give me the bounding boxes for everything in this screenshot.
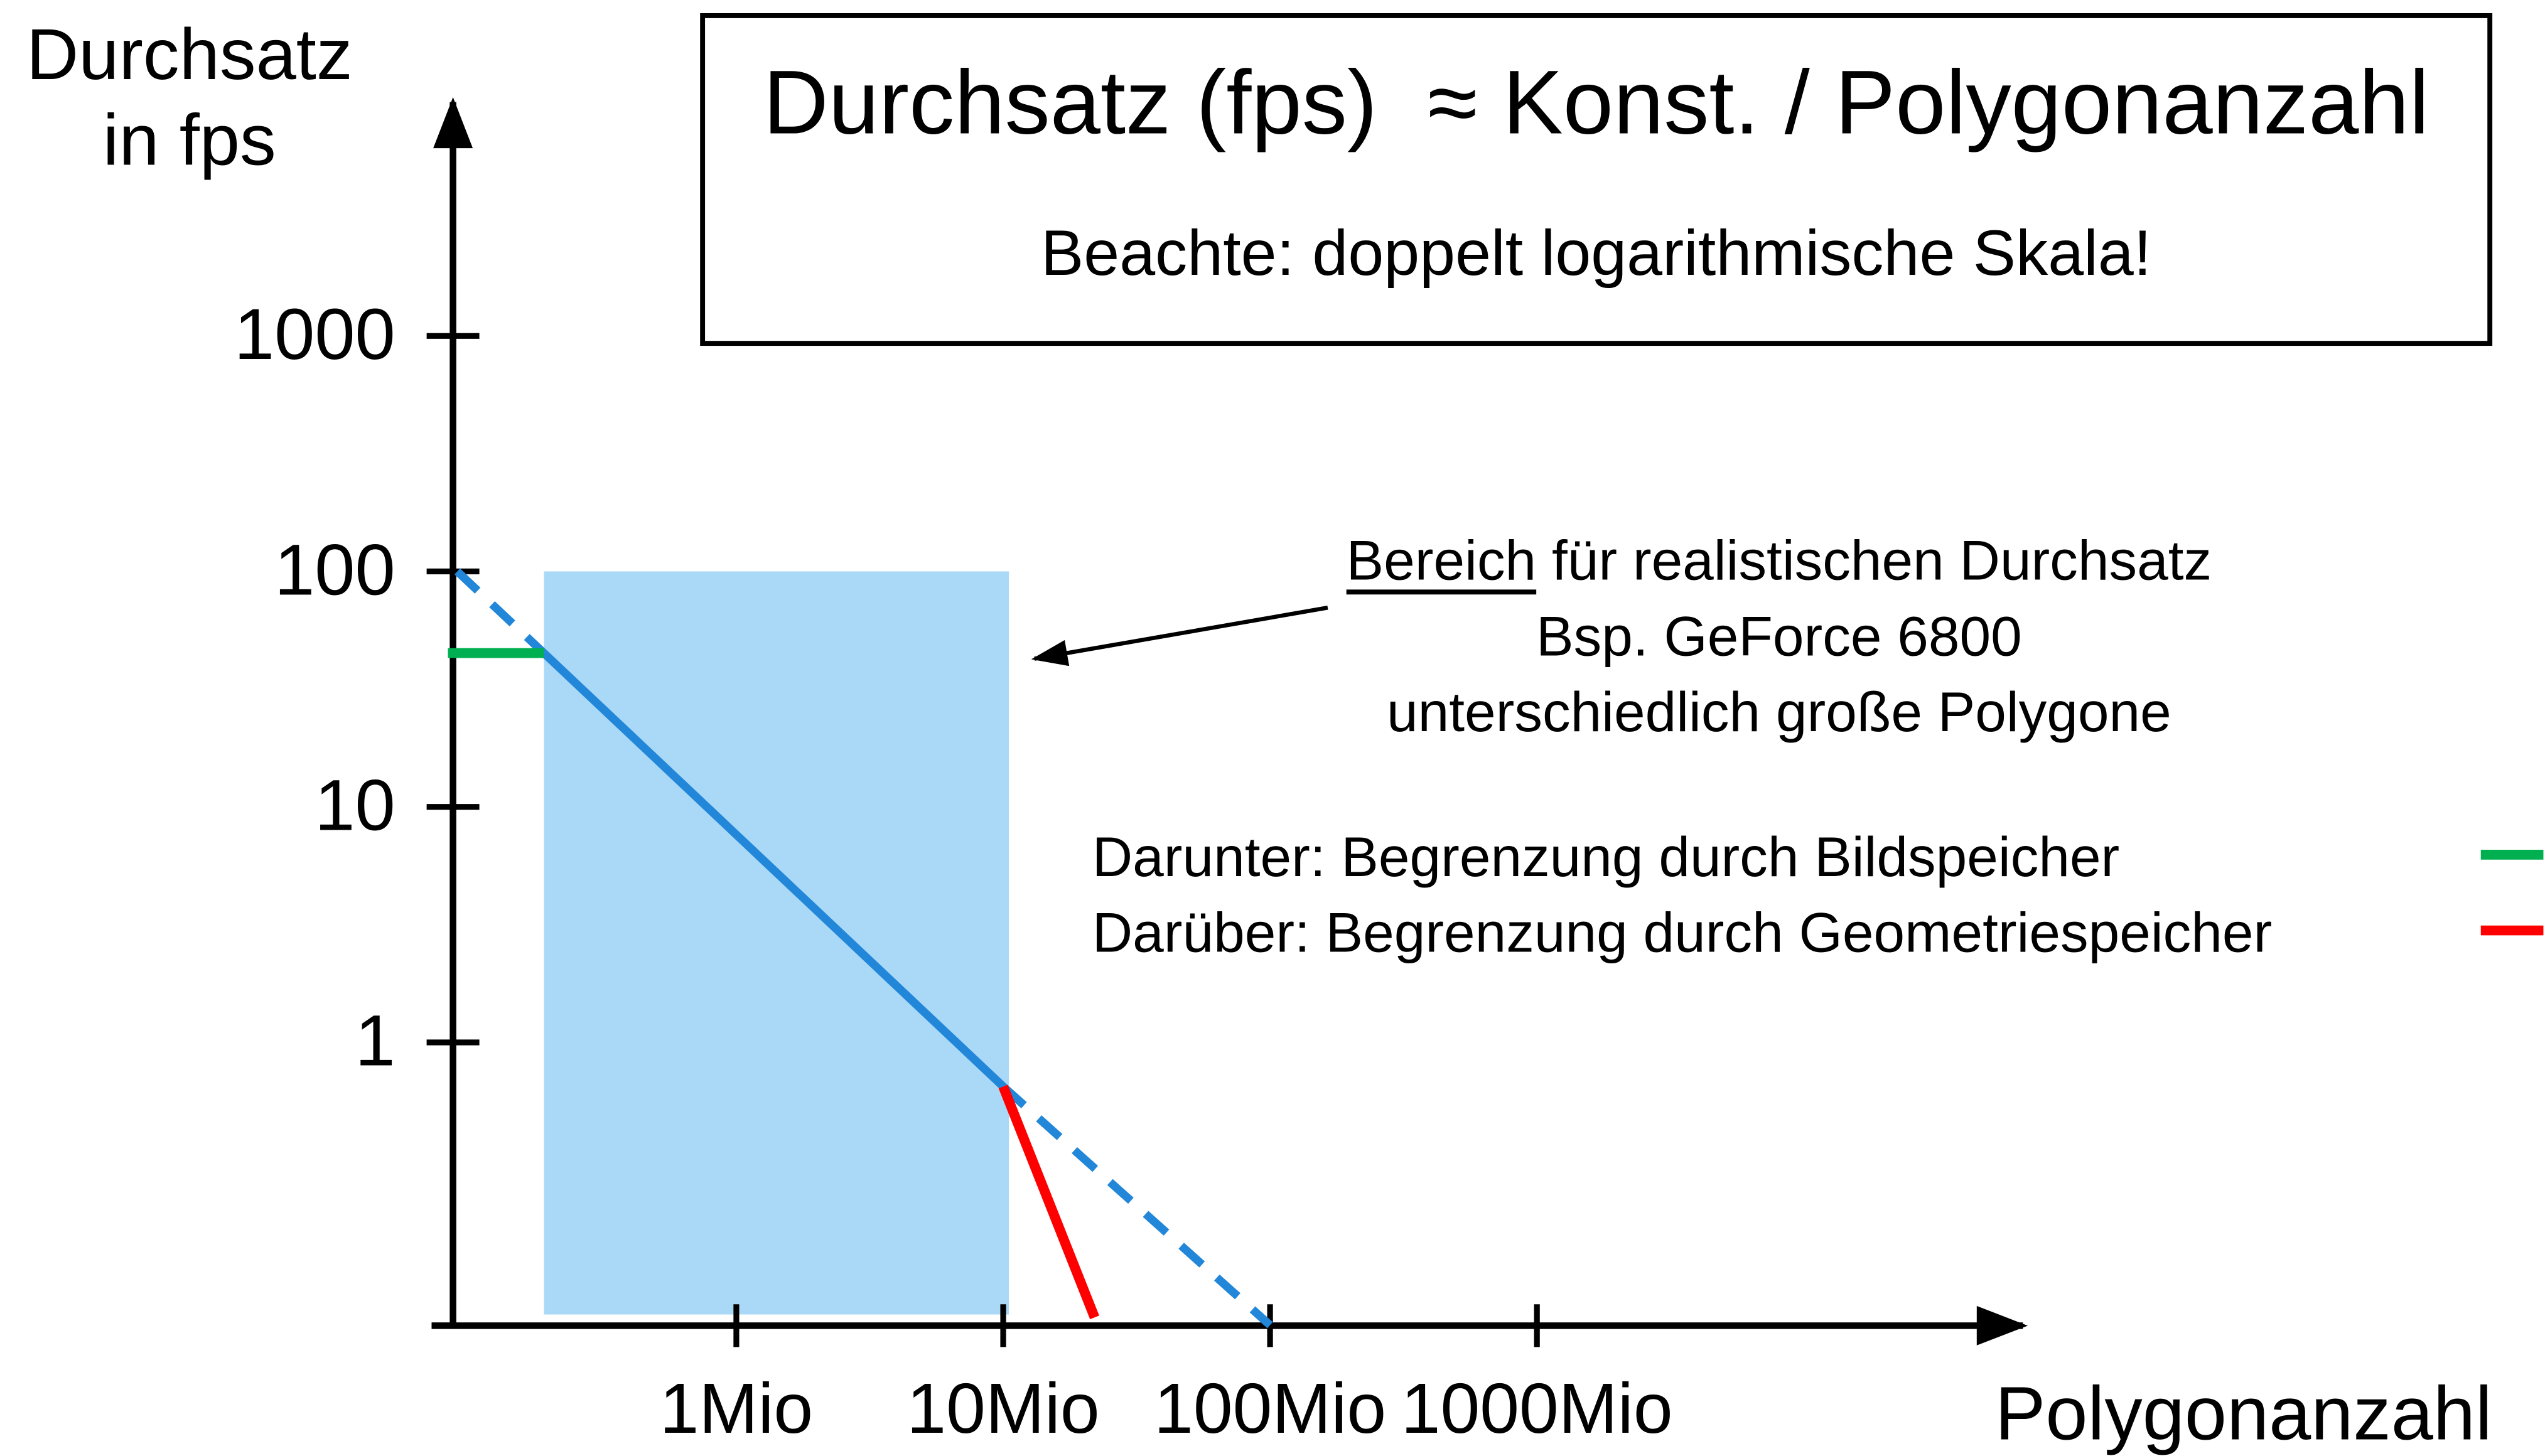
y-tick-label: 10 <box>315 766 395 847</box>
geometriespeicher-limit <box>998 1084 1099 1320</box>
formula-box: Durchsatz (fps) ≈ Konst. / Polygonanzahl… <box>700 13 2493 346</box>
legend-item-bildspeicher: Darunter: Begrenzung durch Bildspeicher <box>1092 827 2120 889</box>
legend-item-geometriespeicher: Darüber: Begrenzung durch Geometriespeic… <box>1092 902 2273 965</box>
region-annotation-line2: Bsp. GeForce 6800 <box>1536 606 2022 669</box>
region-annotation: Bereich für realistischen Durchsatz Bsp.… <box>1301 523 2257 751</box>
region-annotation-line1: Bereich für realistischen Durchsatz <box>1301 523 2257 599</box>
throughput-measured <box>541 650 1006 1090</box>
region-annotation-line3: unterschiedlich große Polygone <box>1386 682 2171 745</box>
formula-text: Durchsatz (fps) ≈ Konst. / Polygonanzahl <box>763 51 2429 154</box>
x-tick-label: 100Mio <box>1154 1370 1387 1450</box>
x-tick-label: 10Mio <box>907 1370 1100 1450</box>
y-axis-title-line1: Durchsatz <box>26 14 353 96</box>
region-annotation-keyword: Bereich <box>1346 530 1537 593</box>
scale-note: Beachte: doppelt logarithmische Skala! <box>1041 218 2152 290</box>
y-tick-label: 1000 <box>234 294 395 376</box>
y-axis-title-line2: in fps <box>102 100 276 181</box>
x-axis-title: Polygonanzahl <box>1994 1370 2492 1456</box>
x-tick-label: 1Mio <box>659 1370 814 1450</box>
y-tick-label: 100 <box>274 530 395 611</box>
region-annotation-line1-rest: für realistischen Durchsatz <box>1536 530 2212 593</box>
annotation-arrow <box>1031 606 1328 666</box>
y-axis-title: Durchsatz in fps <box>10 13 369 185</box>
y-tick-label: 1 <box>355 1001 395 1082</box>
throughput-extrapolated-upper <box>454 568 547 656</box>
realistic-throughput-region <box>544 571 1009 1315</box>
throughput-extrapolated-lower <box>1000 1083 1273 1329</box>
x-tick-label: 1000Mio <box>1401 1370 1673 1450</box>
